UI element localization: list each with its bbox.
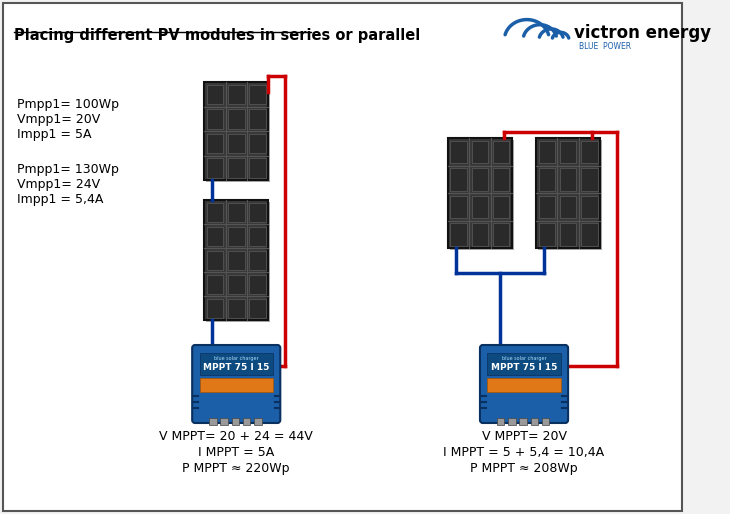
Bar: [581, 168, 598, 191]
Bar: [493, 195, 510, 218]
Bar: [204, 200, 268, 320]
Bar: [539, 140, 555, 163]
Bar: [249, 227, 266, 246]
FancyBboxPatch shape: [192, 345, 280, 423]
Text: MPPT 75 I 15: MPPT 75 I 15: [203, 363, 269, 372]
Text: P MPPT ≈ 208Wp: P MPPT ≈ 208Wp: [470, 462, 578, 475]
Bar: [254, 418, 261, 425]
Bar: [228, 84, 245, 104]
Bar: [207, 109, 223, 128]
Bar: [207, 84, 223, 104]
Bar: [204, 82, 268, 180]
Bar: [539, 223, 555, 246]
Text: Placing different PV modules in series or parallel: Placing different PV modules in series o…: [14, 28, 420, 43]
Bar: [207, 299, 223, 318]
Bar: [450, 168, 467, 191]
Text: Vmpp1= 24V: Vmpp1= 24V: [17, 178, 100, 191]
Bar: [207, 250, 223, 269]
Text: blue solar charger: blue solar charger: [214, 356, 258, 361]
Bar: [560, 223, 577, 246]
Bar: [200, 353, 273, 375]
Bar: [497, 418, 504, 425]
Bar: [228, 227, 245, 246]
Bar: [207, 84, 270, 182]
FancyBboxPatch shape: [480, 345, 568, 423]
Bar: [207, 227, 223, 246]
Text: MPPT 75 I 15: MPPT 75 I 15: [491, 363, 557, 372]
Bar: [581, 223, 598, 246]
Bar: [228, 109, 245, 128]
Bar: [220, 418, 228, 425]
Bar: [472, 195, 488, 218]
Bar: [209, 418, 217, 425]
Bar: [249, 158, 266, 177]
Bar: [560, 168, 577, 191]
Bar: [508, 418, 515, 425]
Bar: [249, 203, 266, 222]
Bar: [519, 418, 527, 425]
Bar: [472, 168, 488, 191]
Text: BLUE  POWER: BLUE POWER: [580, 42, 631, 51]
Bar: [207, 274, 223, 293]
Bar: [243, 418, 250, 425]
Bar: [249, 299, 266, 318]
Bar: [485, 351, 568, 423]
Bar: [450, 140, 467, 163]
Bar: [228, 134, 245, 153]
Bar: [198, 351, 280, 423]
Bar: [207, 134, 223, 153]
Bar: [539, 168, 555, 191]
Bar: [493, 168, 510, 191]
Text: Pmpp1= 100Wp: Pmpp1= 100Wp: [17, 98, 119, 111]
Bar: [560, 195, 577, 218]
Bar: [581, 195, 598, 218]
Bar: [537, 138, 600, 248]
Bar: [560, 140, 577, 163]
Bar: [493, 223, 510, 246]
Bar: [538, 140, 602, 250]
Bar: [231, 418, 239, 425]
Bar: [228, 203, 245, 222]
Bar: [488, 353, 561, 375]
Bar: [493, 140, 510, 163]
Bar: [207, 158, 223, 177]
Bar: [228, 274, 245, 293]
Bar: [249, 109, 266, 128]
Bar: [488, 378, 561, 392]
Text: I MPPT = 5A: I MPPT = 5A: [198, 446, 274, 459]
Bar: [249, 84, 266, 104]
Text: Pmpp1= 130Wp: Pmpp1= 130Wp: [17, 163, 119, 176]
Bar: [228, 158, 245, 177]
Bar: [581, 140, 598, 163]
Text: V MPPT= 20V: V MPPT= 20V: [482, 430, 566, 443]
Bar: [200, 378, 273, 392]
Bar: [249, 134, 266, 153]
Bar: [450, 223, 467, 246]
Bar: [249, 250, 266, 269]
Bar: [450, 195, 467, 218]
Bar: [228, 250, 245, 269]
Bar: [472, 223, 488, 246]
Bar: [531, 418, 538, 425]
Bar: [448, 138, 512, 248]
Text: V MPPT= 20 + 24 = 44V: V MPPT= 20 + 24 = 44V: [159, 430, 313, 443]
Bar: [207, 202, 270, 322]
Text: Vmpp1= 20V: Vmpp1= 20V: [17, 113, 100, 126]
Text: Impp1 = 5,4A: Impp1 = 5,4A: [17, 193, 103, 206]
Bar: [472, 140, 488, 163]
Bar: [249, 274, 266, 293]
Bar: [539, 195, 555, 218]
Text: P MPPT ≈ 220Wp: P MPPT ≈ 220Wp: [182, 462, 290, 475]
Bar: [207, 203, 223, 222]
Text: Impp1 = 5A: Impp1 = 5A: [17, 128, 91, 141]
Text: I MPPT = 5 + 5,4 = 10,4A: I MPPT = 5 + 5,4 = 10,4A: [443, 446, 604, 459]
Text: blue solar charger: blue solar charger: [502, 356, 546, 361]
Bar: [450, 140, 514, 250]
Bar: [228, 299, 245, 318]
Bar: [542, 418, 550, 425]
Text: victron energy: victron energy: [574, 24, 711, 42]
